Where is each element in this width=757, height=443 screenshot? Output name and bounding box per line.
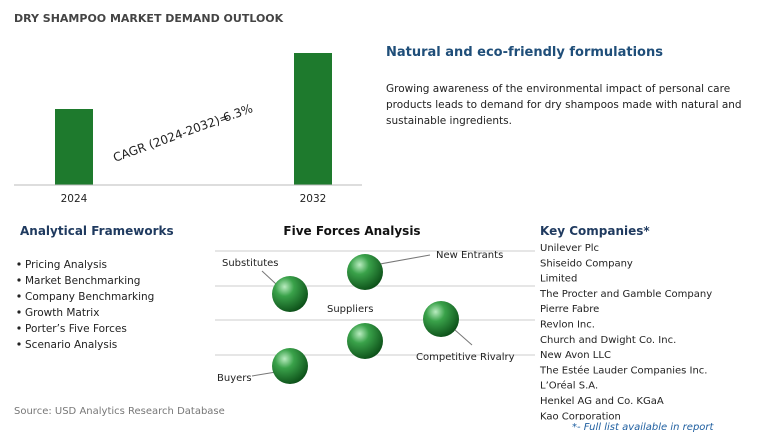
company: L’Oréal S.A. bbox=[540, 380, 598, 392]
category-label: 2024 bbox=[61, 193, 88, 205]
cagr-value: 6.3% bbox=[221, 101, 254, 125]
list-item: Scenario Analysis bbox=[25, 339, 117, 351]
bullet bbox=[17, 342, 21, 346]
company: Revlon Inc. bbox=[540, 320, 595, 331]
list-item: Company Benchmarking bbox=[25, 291, 154, 303]
section-title: Five Forces Analysis bbox=[283, 224, 420, 238]
list-item: Growth Matrix bbox=[25, 307, 99, 319]
company: Shiseido Company bbox=[540, 258, 633, 269]
highlight-title: Natural and eco-friendly formulations bbox=[386, 45, 663, 60]
force-sphere bbox=[272, 276, 308, 312]
title: DRY SHAMPOO MARKET DEMAND OUTLOOK bbox=[14, 12, 284, 25]
force-sphere bbox=[423, 301, 459, 337]
company: Pierre Fabre bbox=[540, 304, 599, 315]
bullet bbox=[17, 278, 21, 282]
paragraph-line: products leads to demand for dry shampoo… bbox=[386, 99, 742, 111]
category-label: 2032 bbox=[300, 193, 327, 205]
list-item: Pricing Analysis bbox=[25, 259, 107, 271]
company: New Avon LLC bbox=[540, 350, 611, 361]
list-item: Market Benchmarking bbox=[25, 275, 140, 287]
list-item: Porter’s Five Forces bbox=[25, 323, 127, 335]
company: The Procter and Gamble Company bbox=[539, 289, 712, 300]
company: Unilever Plc bbox=[540, 243, 599, 254]
source: Source: USD Analytics Research Database bbox=[14, 406, 225, 417]
force-label: Competitive Rivalry bbox=[416, 352, 515, 363]
paragraph-line: sustainable ingredients. bbox=[386, 115, 512, 127]
force-sphere bbox=[347, 323, 383, 359]
bullet bbox=[17, 262, 21, 266]
leader-lines bbox=[251, 254, 473, 377]
company: Church and Dwight Co. Inc. bbox=[540, 335, 676, 346]
cagr-label: CAGR (2024-2032)= bbox=[111, 110, 231, 165]
force-label: Buyers bbox=[217, 373, 252, 384]
paragraph-line: Growing awareness of the environmental i… bbox=[386, 83, 730, 95]
bullet bbox=[17, 310, 21, 314]
bullet bbox=[17, 294, 21, 298]
force-sphere bbox=[347, 254, 383, 290]
company: Limited bbox=[540, 274, 577, 285]
bar-2032 bbox=[294, 53, 332, 185]
force-label: New Entrants bbox=[436, 250, 503, 261]
company: Henkel AG and Co. KGaA bbox=[540, 396, 664, 407]
company: Kao Corporation bbox=[540, 411, 621, 422]
force-label: Substitutes bbox=[222, 258, 278, 269]
section-title: Analytical Frameworks bbox=[20, 224, 174, 238]
force-label: Suppliers bbox=[327, 304, 373, 315]
bar-2024 bbox=[55, 109, 93, 185]
bullet bbox=[17, 326, 21, 330]
section-title: Key Companies* bbox=[540, 224, 650, 238]
footnote: *- Full list available in report bbox=[572, 422, 715, 433]
force-sphere bbox=[272, 348, 308, 384]
company: The Estée Lauder Companies Inc. bbox=[539, 364, 707, 376]
